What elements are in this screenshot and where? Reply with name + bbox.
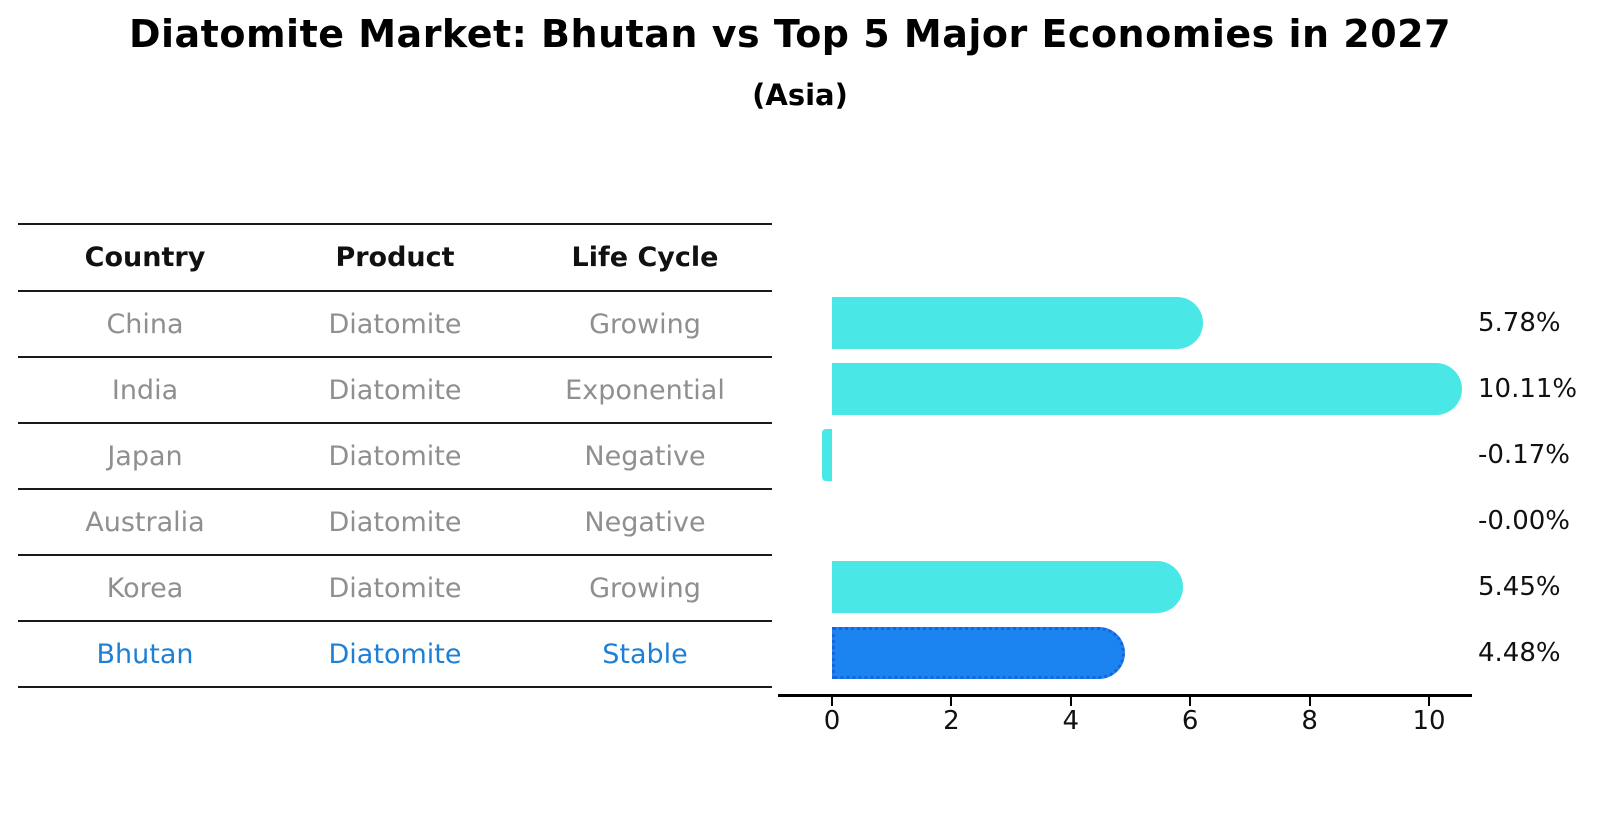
bar-china <box>832 297 1204 349</box>
table-cell-life-cycle: Exponential <box>565 374 725 406</box>
bar-korea <box>832 561 1184 613</box>
table-cell-country: Bhutan <box>96 638 194 670</box>
x-tick-label-6: 6 <box>1181 706 1199 736</box>
table-row-australia: Australia Diatomite Negative <box>18 490 772 556</box>
x-tick-2 <box>950 697 953 706</box>
table-body: China Diatomite Growing India Diatomite Expon… <box>18 292 772 688</box>
chart-title: Diatomite Market: Bhutan vs Top 5 Major … <box>128 12 1452 56</box>
table-row-korea: Korea Diatomite Growing <box>18 556 772 622</box>
table-cell-country: India <box>111 374 179 406</box>
table-row-bhutan: Bhutan Diatomite Stable <box>18 622 772 688</box>
x-axis-line <box>778 694 1472 697</box>
value-label-bhutan: 4.48% <box>1478 638 1561 668</box>
table-cell-life-cycle: Stable <box>602 638 688 670</box>
x-tick-label-0: 0 <box>823 706 841 736</box>
value-label-india: 10.11% <box>1478 374 1578 404</box>
table-cell-product: Diatomite <box>328 506 462 538</box>
value-label-china: 5.78% <box>1478 308 1561 338</box>
bar-bhutan <box>832 627 1126 679</box>
table-row-china: China Diatomite Growing <box>18 292 772 358</box>
table-cell-life-cycle: Growing <box>589 308 701 340</box>
value-label-australia: -0.00% <box>1478 506 1570 536</box>
x-tick-label-2: 2 <box>943 706 960 736</box>
value-label-japan: -0.17% <box>1478 440 1570 470</box>
x-tick-10 <box>1428 697 1430 706</box>
table-header-country: Country <box>84 242 206 273</box>
x-tick-8 <box>1308 697 1311 706</box>
table-cell-product: Diatomite <box>328 572 462 604</box>
table-cell-product: Diatomite <box>328 374 462 406</box>
summary-table: Country Product Life Cycle China Diatomite G… <box>18 223 772 688</box>
table-row-india: India Diatomite Exponential <box>18 358 772 424</box>
table-cell-country: Australia <box>85 506 205 538</box>
x-tick-label-4: 4 <box>1062 706 1080 736</box>
table-cell-product: Diatomite <box>328 638 462 670</box>
chart-subtitle: (Asia) <box>752 78 848 112</box>
x-tick-label-8: 8 <box>1301 706 1318 736</box>
table-cell-life-cycle: Growing <box>589 572 701 604</box>
x-tick-label-10: 10 <box>1412 706 1446 736</box>
x-tick-6 <box>1189 697 1192 706</box>
table-header-life-cycle: Life Cycle <box>571 242 719 273</box>
bar-india <box>832 363 1462 415</box>
table-cell-product: Diatomite <box>328 308 462 340</box>
table-header-product: Product <box>335 242 455 273</box>
x-tick-4 <box>1069 697 1072 706</box>
table-cell-life-cycle: Negative <box>584 440 706 472</box>
table-row-japan: Japan Diatomite Negative <box>18 424 772 490</box>
table-cell-life-cycle: Negative <box>584 506 706 538</box>
x-tick-0 <box>831 697 833 706</box>
table-cell-product: Diatomite <box>328 440 462 472</box>
table-cell-country: Japan <box>107 440 183 472</box>
table-header-row: Country Product Life Cycle <box>18 225 772 292</box>
bar-japan <box>821 429 832 481</box>
table-cell-country: Korea <box>106 572 184 604</box>
value-label-korea: 5.45% <box>1478 572 1561 602</box>
table-cell-country: China <box>106 308 184 340</box>
